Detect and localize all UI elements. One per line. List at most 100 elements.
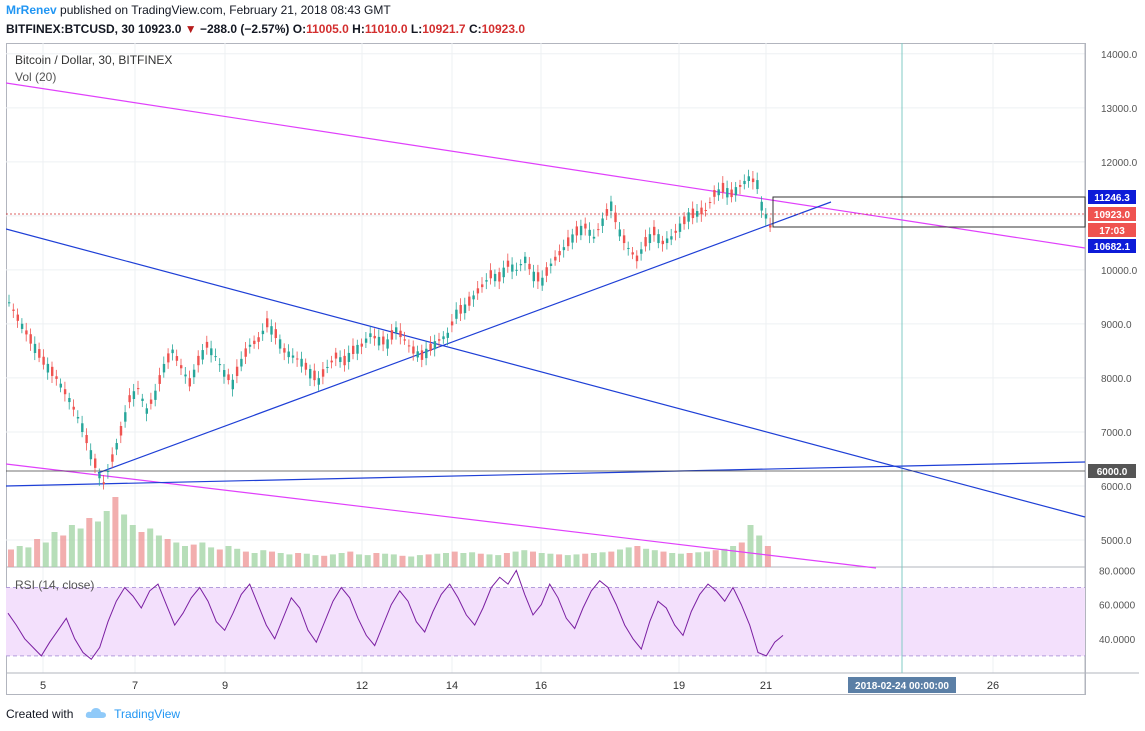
candle-body	[442, 336, 445, 340]
candle-body	[231, 379, 234, 390]
candle-body	[171, 349, 174, 354]
candle-body	[42, 356, 45, 365]
last-price: 10923.0	[138, 22, 182, 36]
tradingview-link[interactable]: TradingView	[114, 707, 181, 721]
volume-bar	[216, 549, 223, 567]
candle-body	[119, 426, 123, 436]
candle-body	[640, 249, 643, 254]
price-tick-label: 8000.0	[1101, 374, 1132, 385]
price-chart-svg[interactable]: 14000.013000.012000.011000.010000.09000.…	[6, 43, 1139, 695]
volume-bar	[451, 551, 458, 567]
volume-bar	[86, 518, 93, 567]
candle-body	[739, 185, 742, 187]
candle-body	[562, 247, 566, 251]
candle-body	[511, 264, 514, 272]
candle-body	[425, 348, 428, 359]
candle-body	[726, 188, 729, 198]
candle-body	[175, 356, 179, 361]
candle-body	[704, 209, 707, 211]
candle-body	[743, 180, 746, 185]
candle-body	[399, 330, 402, 338]
candle-body	[618, 229, 621, 237]
candle-body	[38, 349, 41, 358]
candle-body	[751, 178, 755, 183]
candle-body	[717, 189, 720, 196]
candle-body	[154, 390, 157, 400]
author-name[interactable]: MrRenev	[6, 3, 57, 17]
candle-body	[631, 252, 634, 255]
descending-blue-trendline	[6, 228, 1086, 518]
price-change: −288.0 (−2.57%)	[200, 22, 290, 36]
candle-body	[700, 207, 703, 215]
candle-body	[627, 247, 630, 249]
candle-body	[253, 340, 256, 345]
candle-body	[674, 230, 677, 233]
candle-body	[128, 395, 131, 403]
candle-body	[545, 267, 548, 276]
chart-title: Bitcoin / Dollar, 30, BITFINEX	[15, 53, 173, 67]
candle-body	[571, 234, 574, 243]
candle-body	[291, 355, 295, 358]
volume-legend: Vol (20)	[15, 70, 57, 84]
chart-area[interactable]: 14000.013000.012000.011000.010000.09000.…	[6, 43, 1139, 695]
candle-body	[317, 378, 320, 385]
candle-body	[63, 389, 67, 395]
volume-bar	[738, 542, 745, 567]
countdown-tag-bg	[1088, 223, 1136, 237]
candle-body	[141, 398, 144, 401]
candle-body	[81, 423, 84, 432]
volume-bar	[634, 546, 641, 567]
candle-body	[610, 201, 613, 211]
volume-bar	[425, 554, 432, 567]
volume-bar	[312, 555, 319, 567]
volume-bar	[747, 525, 754, 567]
time-tick-label: 5	[40, 680, 46, 692]
rsi-tick-label: 60.0000	[1099, 601, 1136, 612]
volume-bar	[764, 546, 771, 567]
candle-body	[201, 350, 204, 360]
candle-body	[33, 343, 37, 354]
candle-body	[528, 263, 531, 270]
candle-body	[278, 339, 282, 349]
volume-bar	[182, 546, 188, 567]
candle-body	[115, 443, 118, 450]
candle-body	[584, 223, 587, 229]
volume-bar	[408, 556, 415, 567]
candle-body	[515, 269, 518, 271]
ascending-blue-trendline	[97, 201, 832, 474]
candle-body	[601, 218, 604, 226]
price-tick-label: 10000.0	[1101, 266, 1138, 277]
volume-bar	[695, 552, 702, 567]
price-tick-label: 13000.0	[1101, 104, 1138, 115]
volume-bar	[495, 555, 502, 567]
candle-body	[369, 333, 372, 338]
candle-body	[218, 364, 222, 366]
volume-bar	[669, 553, 676, 567]
footer: Created with TradingView	[6, 706, 180, 723]
candle-body	[622, 235, 626, 244]
volume-bar	[129, 525, 136, 567]
time-tick-label: 9	[222, 680, 228, 692]
upper-box-tag: 11246.3	[1094, 193, 1130, 204]
volume-bar	[390, 554, 397, 567]
candle-body	[240, 358, 243, 367]
time-tick-label: 14	[446, 680, 458, 692]
candle-body	[59, 383, 62, 388]
candle-body	[390, 330, 394, 340]
candle-body	[446, 332, 449, 338]
lower-box-tag-bg	[1088, 239, 1136, 253]
candle-body	[541, 277, 544, 286]
cursor-date-label: 2018-02-24 00:00:00	[855, 681, 949, 692]
candle-body	[493, 273, 497, 282]
volume-bar	[643, 548, 650, 567]
volume-bar	[486, 554, 493, 567]
volume-bar	[8, 549, 14, 567]
candle-body	[760, 201, 763, 211]
candle-body	[300, 358, 303, 367]
support-tag: 6000.0	[1097, 467, 1128, 478]
candle-body	[364, 338, 368, 343]
candle-body	[132, 391, 136, 400]
volume-bar	[477, 553, 484, 567]
close-value: 10923.0	[481, 22, 526, 36]
created-with-text: Created with	[6, 707, 74, 721]
